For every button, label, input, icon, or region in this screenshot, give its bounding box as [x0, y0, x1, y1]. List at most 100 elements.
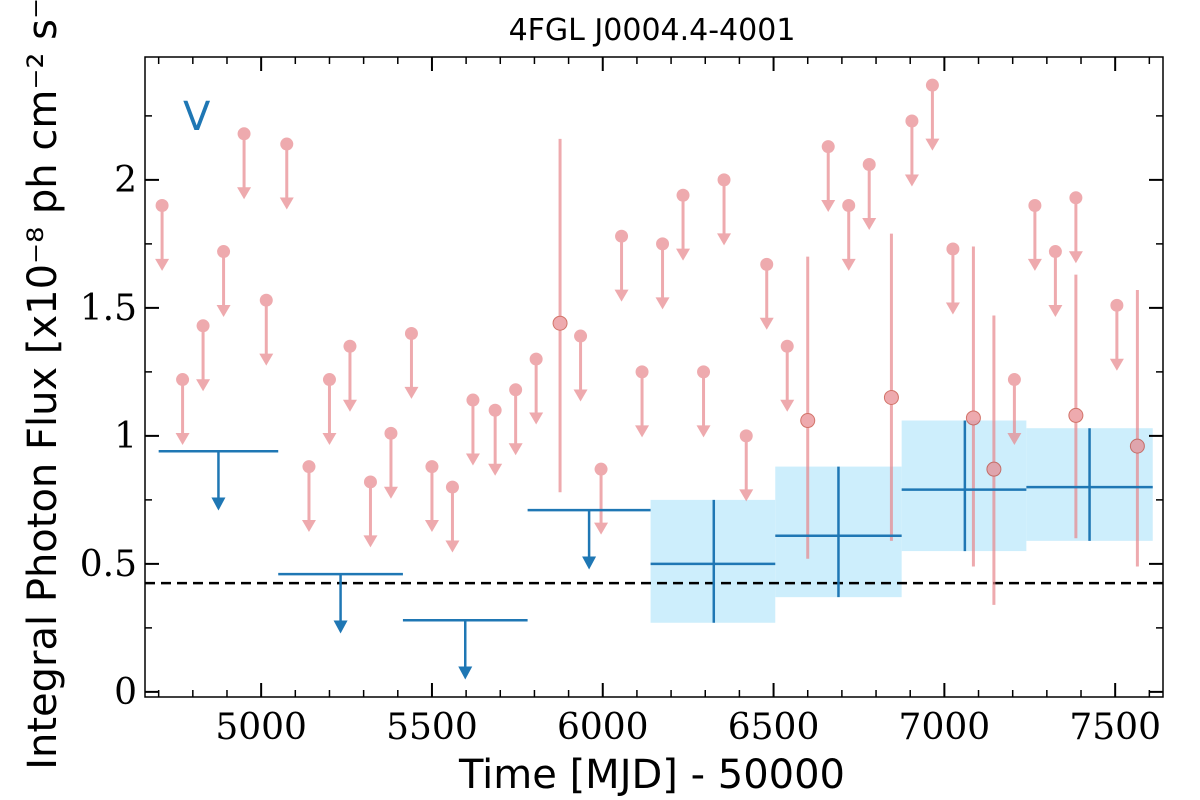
- short-upper-limit-arrowhead: [780, 399, 795, 412]
- short-upper-limit-marker: [760, 257, 774, 271]
- short-upper-limit-marker: [1007, 373, 1021, 387]
- long-upper-limit-2: [402, 618, 528, 680]
- short-upper-limit-8: [322, 373, 337, 445]
- short-upper-limit-arrowhead: [594, 522, 609, 535]
- short-upper-limit-marker: [280, 137, 294, 151]
- short-upper-limit-arrowhead: [904, 174, 919, 187]
- long-detection-1: [775, 466, 902, 598]
- short-upper-limit-marker: [574, 329, 588, 343]
- y-tick-label: 0.5: [80, 544, 137, 585]
- short-upper-limit-20: [594, 462, 609, 535]
- short-upper-limit-arrowhead: [301, 520, 316, 533]
- short-detection-1: [800, 256, 816, 559]
- long-upper-limit-arrowhead: [582, 556, 597, 570]
- short-upper-limit-30: [821, 140, 836, 213]
- short-upper-limit-6: [279, 137, 294, 210]
- short-upper-limit-37: [1027, 198, 1042, 271]
- panel-label: V: [183, 94, 211, 140]
- short-upper-limit-15: [465, 393, 480, 466]
- x-tick-label: 6000: [557, 707, 649, 748]
- short-upper-limit-arrowhead: [259, 353, 274, 366]
- short-upper-limit-13: [424, 460, 439, 533]
- short-detection-marker: [800, 413, 816, 429]
- short-upper-limit-marker: [635, 365, 649, 379]
- long-detection-3: [1026, 428, 1153, 541]
- short-upper-limit-marker: [946, 242, 960, 256]
- short-upper-limit-arrowhead: [676, 248, 691, 261]
- short-upper-limit-marker: [925, 78, 939, 92]
- short-upper-limit-0: [155, 198, 170, 271]
- x-tick-label: 5500: [386, 707, 478, 748]
- short-upper-limit-arrowhead: [696, 425, 711, 438]
- short-upper-limit-29: [780, 339, 795, 412]
- short-upper-limit-1: [175, 373, 190, 445]
- short-upper-limit-arrowhead: [655, 297, 670, 310]
- plot-border: [144, 56, 1164, 698]
- short-upper-limit-23: [655, 237, 670, 310]
- short-upper-limit-26: [717, 173, 732, 246]
- short-upper-limit-34: [925, 78, 940, 151]
- axis-ticks: 5000 5500 6000 6500 7000 7500 0 0.5 1 1.5 2: [80, 57, 1163, 748]
- short-upper-limit-10: [363, 475, 378, 548]
- short-upper-limit-marker: [1048, 245, 1062, 259]
- short-upper-limit-marker: [1028, 198, 1042, 212]
- short-upper-limit-marker: [237, 127, 251, 141]
- short-upper-limit-marker: [594, 462, 608, 476]
- short-upper-limit-marker: [821, 140, 835, 154]
- x-tick-label: 7500: [1069, 707, 1161, 748]
- short-upper-limit-33: [904, 114, 919, 187]
- short-upper-limit-marker: [217, 245, 231, 259]
- short-upper-limit-marker: [615, 229, 629, 243]
- short-upper-limit-arrowhead: [237, 187, 252, 200]
- short-upper-limit-arrowhead: [488, 463, 503, 476]
- short-upper-limit-40: [1109, 298, 1124, 371]
- short-upper-limit-14: [445, 480, 460, 553]
- short-upper-limit-5: [259, 293, 274, 366]
- short-upper-limit-28: [759, 257, 774, 330]
- short-upper-limit-arrowhead: [1068, 251, 1083, 264]
- short-upper-limit-marker: [445, 480, 459, 494]
- long-upper-limit-0: [158, 449, 279, 511]
- short-upper-limit-marker: [905, 114, 919, 128]
- short-detection-3: [965, 246, 981, 567]
- short-upper-limit-marker: [509, 383, 523, 397]
- short-upper-limit-marker: [384, 426, 398, 440]
- short-upper-limit-arrowhead: [739, 489, 754, 502]
- short-upper-limit-27: [739, 429, 754, 502]
- short-upper-limit-marker: [196, 319, 210, 333]
- short-upper-limit-marker: [529, 352, 543, 366]
- short-detection-marker: [1129, 438, 1145, 454]
- short-upper-limit-marker: [697, 365, 711, 379]
- short-upper-limit-marker: [176, 373, 190, 387]
- short-upper-limit-25: [696, 365, 711, 438]
- short-upper-limit-arrowhead: [322, 433, 337, 445]
- short-upper-limit-marker: [488, 403, 502, 417]
- short-upper-limit-arrowhead: [759, 317, 774, 330]
- short-upper-limit-arrowhead: [465, 453, 480, 466]
- short-upper-limit-38: [1048, 245, 1063, 317]
- short-detection-marker: [1068, 407, 1084, 423]
- short-upper-limit-marker: [425, 460, 439, 474]
- short-upper-limit-marker: [1069, 191, 1083, 205]
- short-upper-limit-arrowhead: [155, 258, 170, 271]
- short-upper-limit-arrowhead: [279, 197, 294, 210]
- short-upper-limit-marker: [363, 475, 377, 489]
- short-upper-limit-marker: [717, 173, 731, 187]
- short-upper-limit-arrowhead: [1027, 258, 1042, 271]
- short-upper-limit-22: [635, 365, 650, 438]
- short-detection-5: [1068, 274, 1084, 539]
- y-axis-label: Integral Photon Flux [x10⁻⁸ ph cm⁻² s⁻¹]: [20, 0, 66, 770]
- short-upper-limit-marker: [1110, 298, 1124, 312]
- y-tick-label: 1.5: [80, 288, 137, 329]
- short-upper-limit-arrowhead: [925, 138, 940, 151]
- short-upper-limit-arrowhead: [342, 399, 357, 412]
- short-upper-limit-marker: [302, 460, 316, 474]
- short-detection-marker: [965, 410, 981, 426]
- short-upper-limit-2: [196, 319, 211, 392]
- short-upper-limit-16: [488, 403, 503, 476]
- short-detection-marker: [552, 315, 568, 331]
- short-bin-upper-limits: [155, 78, 1124, 553]
- short-upper-limit-35: [945, 242, 960, 315]
- short-upper-limit-arrowhead: [821, 200, 836, 213]
- short-upper-limit-marker: [343, 339, 357, 353]
